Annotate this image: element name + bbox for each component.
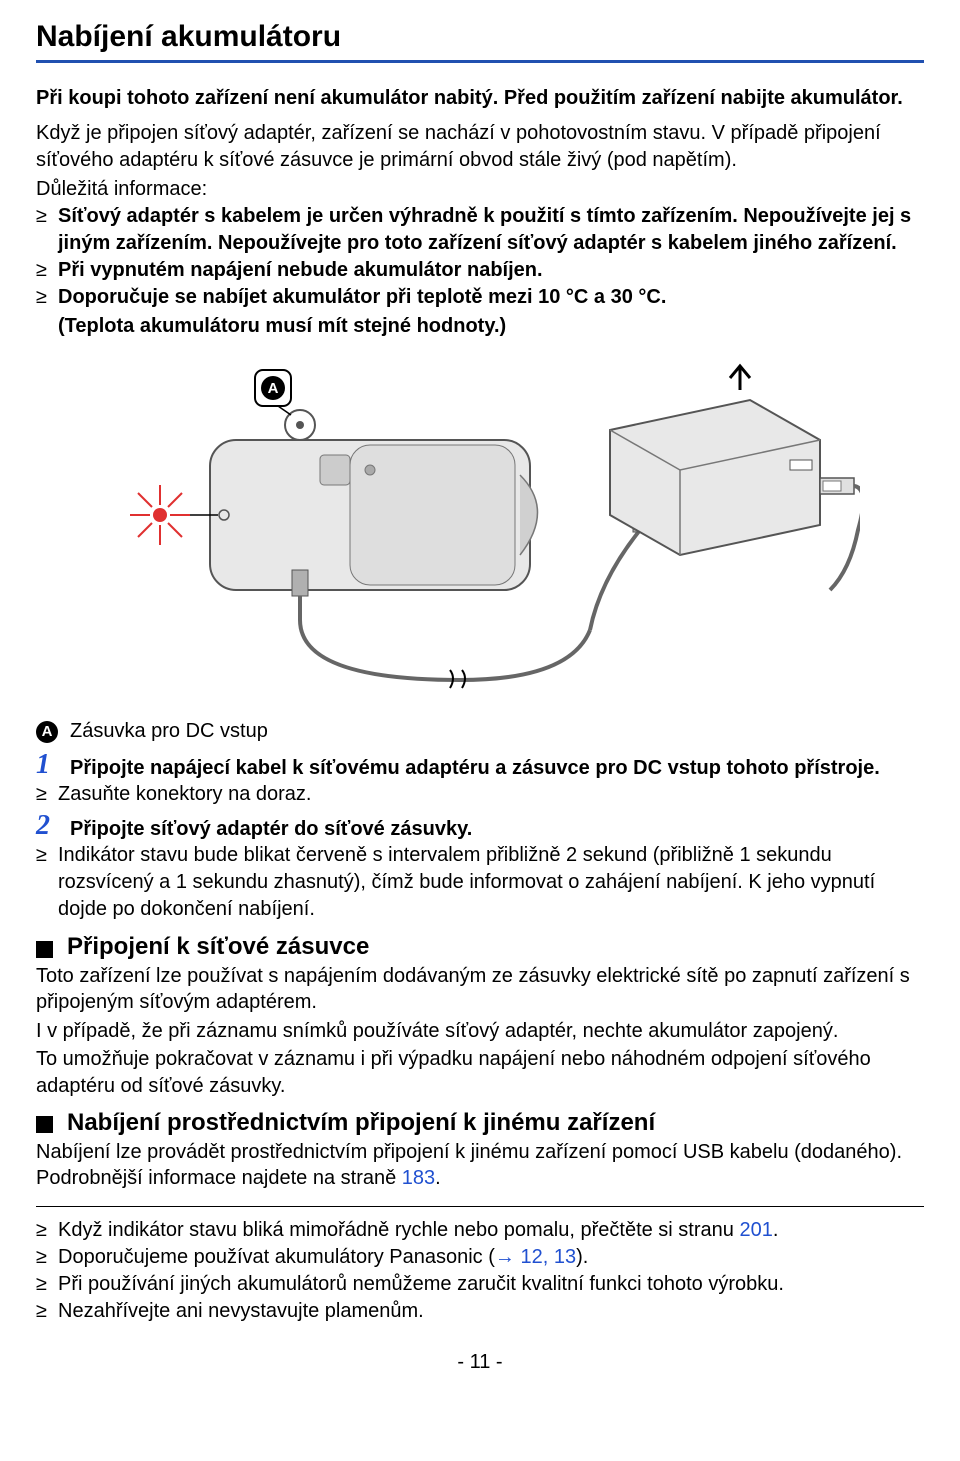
subheading-other-device: Nabíjení prostřednictvím připojení k jin… — [36, 1109, 924, 1137]
title-rule — [36, 60, 924, 63]
info-bullet-3: Doporučuje se nabíjet akumulátor při tep… — [36, 284, 924, 311]
info-bullet-2: Při vypnutém napájení nebude akumulátor … — [36, 257, 924, 284]
section1-para3: To umožňuje pokračovat v záznamu i při v… — [36, 1046, 924, 1099]
camcorder — [210, 440, 538, 590]
step-num-1: 1 — [36, 751, 60, 779]
step-1-subbullets: Zasuňte konektory na doraz. — [36, 781, 924, 808]
footer-bullet-1: Když indikátor stavu bliká mimořádně ryc… — [36, 1217, 924, 1244]
step-1-sub-1: Zasuňte konektory na doraz. — [36, 781, 924, 808]
step-text-2: Připojte síťový adaptér do síťové zásuvk… — [70, 812, 472, 842]
footer-bullet-2: Doporučujeme používat akumulátory Panaso… — [36, 1244, 924, 1271]
footer-bullet-2-post: ). — [576, 1246, 588, 1268]
footer-bullet-4-text: Nezahřívejte ani nevystavujte plamenům. — [58, 1300, 424, 1322]
document-page: Nabíjení akumulátoru Při koupi tohoto za… — [0, 0, 960, 1414]
step-text-1: Připojte napájecí kabel k síťovému adapt… — [70, 751, 880, 781]
section1-para1: Toto zařízení lze používat s napájením d… — [36, 963, 924, 1016]
footer-bullet-1-post: . — [773, 1219, 779, 1241]
subheading-ac-outlet-text: Připojení k síťové zásuvce — [67, 933, 369, 961]
legend-text: Zásuvka pro DC vstup — [70, 720, 268, 743]
section2-text-before: Nabíjení lze provádět prostřednictvím př… — [36, 1141, 902, 1189]
arrow-icon: → — [495, 1246, 521, 1268]
info-label: Důležitá informace: — [36, 176, 924, 203]
footer-bullet-4: Nezahřívejte ani nevystavujte plamenům. — [36, 1298, 924, 1325]
divider — [36, 1206, 924, 1207]
charging-diagram: A — [36, 360, 924, 710]
section2-text-after: . — [435, 1167, 441, 1189]
page-link-12-13[interactable]: 12, 13 — [520, 1246, 576, 1268]
step-1: 1 Připojte napájecí kabel k síťovému ada… — [36, 751, 924, 781]
section1-para2: I v případě, že při záznamu snímků použí… — [36, 1018, 924, 1044]
callout-marker-a: A — [255, 370, 315, 440]
legend-marker-a: A — [36, 721, 58, 743]
step-2-sub-1: Indikátor stavu bude blikat červeně s in… — [36, 842, 924, 923]
info-bullet-1: Síťový adaptér s kabelem je určen výhrad… — [36, 203, 924, 257]
footer-bullet-3: Při používání jiných akumulátorů nemůžem… — [36, 1271, 924, 1298]
square-bullet-icon — [36, 1116, 53, 1133]
page-title: Nabíjení akumulátoru — [36, 20, 924, 54]
footer-bullet-2-pre: Doporučujeme používat akumulátory Panaso… — [58, 1246, 495, 1268]
svg-text:A: A — [268, 380, 279, 397]
step-2-subbullets: Indikátor stavu bude blikat červeně s in… — [36, 842, 924, 923]
page-number: - 11 - — [36, 1351, 924, 1374]
intro: Když je připojen síťový adaptér, zařízen… — [36, 120, 924, 174]
step-2: 2 Připojte síťový adaptér do síťové zásu… — [36, 812, 924, 842]
usb-connector — [820, 478, 860, 590]
page-link-183[interactable]: 183 — [402, 1167, 435, 1189]
page-link-201[interactable]: 201 — [739, 1219, 772, 1241]
step-num-2: 2 — [36, 812, 60, 840]
square-bullet-icon — [36, 941, 53, 958]
subheading-ac-outlet: Připojení k síťové zásuvce — [36, 933, 924, 961]
section2-para: Nabíjení lze provádět prostřednictvím př… — [36, 1139, 924, 1192]
intro-bold: Při koupi tohoto zařízení není akumuláto… — [36, 85, 924, 112]
footer-bullet-1-pre: Když indikátor stavu bliká mimořádně ryc… — [58, 1219, 739, 1241]
arrow-up-icon — [730, 366, 750, 390]
info-paren: (Teplota akumulátoru musí mít stejné hod… — [36, 313, 924, 340]
ac-adapter — [610, 400, 820, 555]
footer-bullet-3-text: Při používání jiných akumulátorů nemůžem… — [58, 1273, 784, 1295]
legend-row: A Zásuvka pro DC vstup — [36, 720, 924, 743]
info-bullets: Síťový adaptér s kabelem je určen výhrad… — [36, 203, 924, 311]
subheading-other-device-text: Nabíjení prostřednictvím připojení k jin… — [67, 1109, 655, 1137]
footer-bullets: Když indikátor stavu bliká mimořádně ryc… — [36, 1217, 924, 1325]
